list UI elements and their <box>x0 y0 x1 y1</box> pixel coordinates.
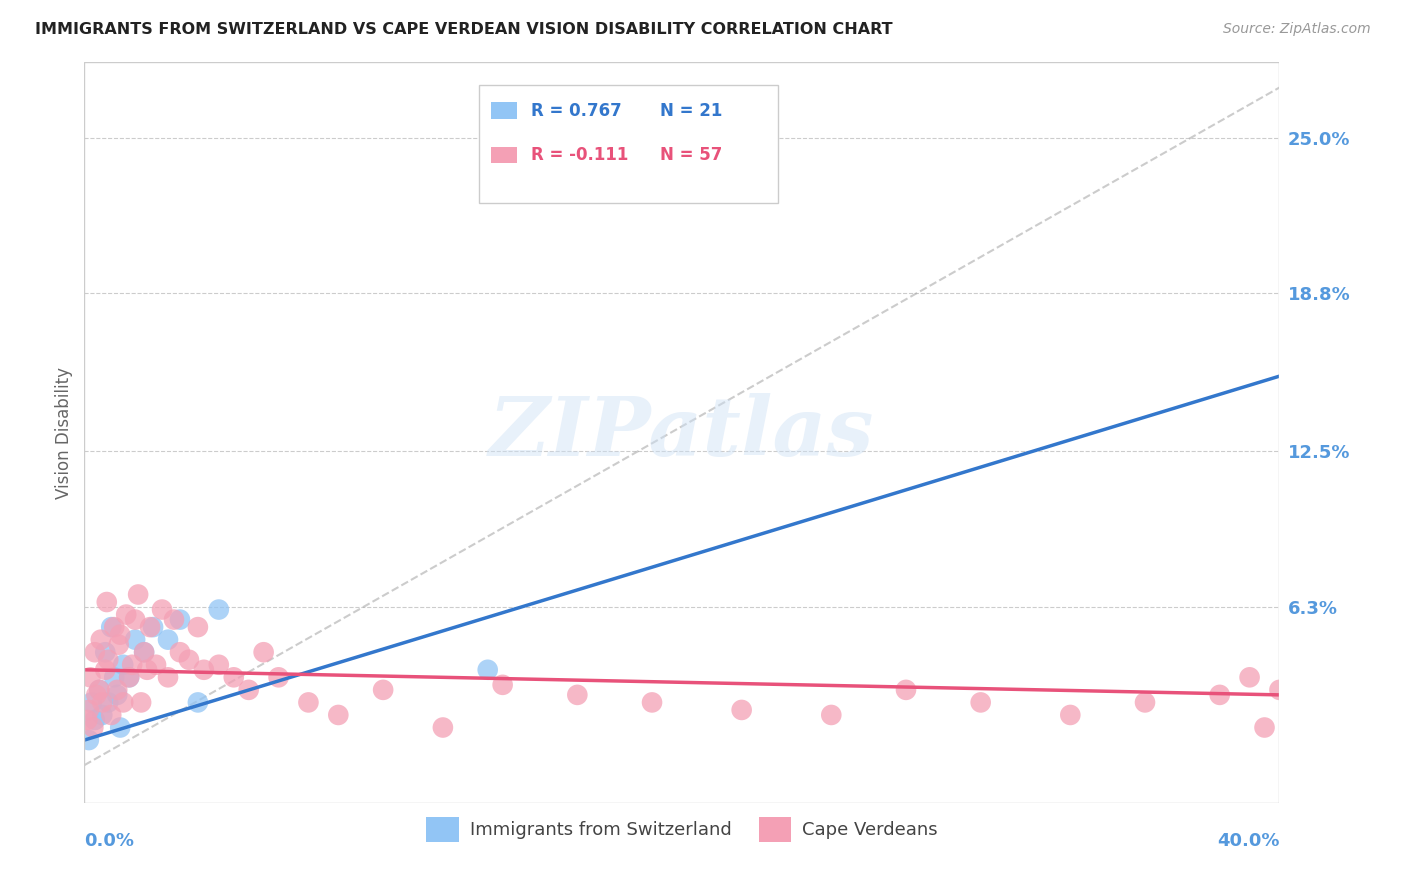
Point <box>118 670 141 684</box>
Point <box>89 682 111 697</box>
Point <box>118 670 141 684</box>
Legend: Immigrants from Switzerland, Cape Verdeans: Immigrants from Switzerland, Cape Verdea… <box>419 809 945 849</box>
Bar <box>491 103 517 119</box>
Text: Source: ZipAtlas.com: Source: ZipAtlas.com <box>1223 22 1371 37</box>
Point <box>1253 721 1275 735</box>
Point <box>142 620 165 634</box>
Text: R = 0.767: R = 0.767 <box>531 102 621 120</box>
Point <box>894 682 917 697</box>
Point <box>177 653 200 667</box>
Point <box>253 645 276 659</box>
Point <box>110 627 132 641</box>
Text: 40.0%: 40.0% <box>1218 832 1279 850</box>
Bar <box>491 147 517 163</box>
Point <box>76 713 98 727</box>
Point <box>77 703 100 717</box>
Point <box>157 670 180 684</box>
Point <box>169 613 191 627</box>
Point <box>107 638 129 652</box>
Point <box>1239 670 1261 684</box>
Point <box>373 682 395 697</box>
Point <box>157 632 180 647</box>
Y-axis label: Vision Disability: Vision Disability <box>55 367 73 499</box>
Point <box>94 663 117 677</box>
Point <box>187 695 209 709</box>
Point <box>1133 695 1156 709</box>
Point <box>477 663 499 677</box>
Point <box>96 595 118 609</box>
Point <box>163 613 186 627</box>
Point <box>89 682 111 697</box>
FancyBboxPatch shape <box>479 85 778 203</box>
Point <box>97 653 120 667</box>
Point <box>94 645 117 659</box>
Point <box>267 670 290 684</box>
Point <box>91 695 114 709</box>
Point <box>90 632 112 647</box>
Point <box>91 708 114 723</box>
Point <box>132 645 156 659</box>
Point <box>86 688 108 702</box>
Point <box>145 657 167 672</box>
Point <box>124 613 146 627</box>
Point <box>139 620 162 634</box>
Point <box>731 703 754 717</box>
Point <box>82 721 104 735</box>
Point <box>641 695 664 709</box>
Text: 0.0%: 0.0% <box>84 832 135 850</box>
Text: ZIPatlas: ZIPatlas <box>489 392 875 473</box>
Point <box>132 645 156 659</box>
Point <box>970 695 993 709</box>
Point <box>1268 682 1291 697</box>
Point <box>150 602 173 616</box>
Point <box>193 663 215 677</box>
Point <box>169 645 191 659</box>
Point <box>112 695 135 709</box>
Point <box>83 713 105 727</box>
Point <box>124 632 146 647</box>
Text: IMMIGRANTS FROM SWITZERLAND VS CAPE VERDEAN VISION DISABILITY CORRELATION CHART: IMMIGRANTS FROM SWITZERLAND VS CAPE VERD… <box>35 22 893 37</box>
Point <box>136 663 159 677</box>
Point <box>103 620 125 634</box>
Point <box>208 602 231 616</box>
Point <box>1059 708 1081 723</box>
Point <box>222 670 245 684</box>
Point <box>567 688 589 702</box>
Text: N = 57: N = 57 <box>661 146 723 164</box>
Point <box>820 708 842 723</box>
Point <box>105 682 128 697</box>
Point <box>208 657 231 672</box>
Point <box>238 682 260 697</box>
Point <box>115 607 138 622</box>
Point <box>129 695 152 709</box>
Point <box>432 721 454 735</box>
Point <box>127 587 149 601</box>
Text: N = 21: N = 21 <box>661 102 723 120</box>
Point <box>77 733 100 747</box>
Point <box>1209 688 1232 702</box>
Point <box>328 708 350 723</box>
Point <box>103 670 125 684</box>
Point <box>112 657 135 672</box>
Point <box>105 688 128 702</box>
Point <box>110 721 132 735</box>
Bar <box>84 62 1279 803</box>
Point <box>492 678 515 692</box>
Point <box>80 695 103 709</box>
Point <box>100 708 122 723</box>
Point <box>121 657 143 672</box>
Point <box>79 670 101 684</box>
Text: R = -0.111: R = -0.111 <box>531 146 628 164</box>
Point <box>83 645 105 659</box>
Point <box>187 620 209 634</box>
Point <box>297 695 319 709</box>
Point <box>97 695 120 709</box>
Point <box>100 620 122 634</box>
